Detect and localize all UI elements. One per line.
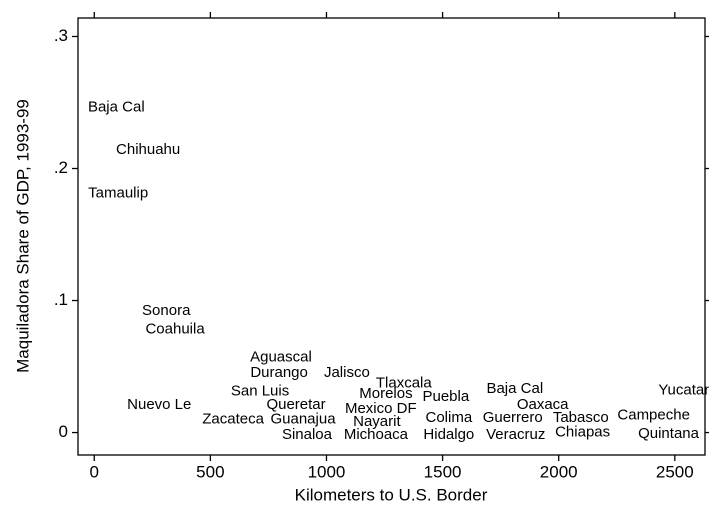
point-label: Puebla [422, 388, 469, 405]
point-label: Nuevo Le [127, 396, 191, 413]
y-tick-label: 0 [59, 422, 68, 441]
point-label: Hidalgo [423, 426, 474, 443]
point-label: Tamaulip [88, 185, 148, 202]
x-tick-label: 1000 [308, 462, 346, 481]
point-label: Tabasco [553, 409, 609, 426]
point-label: Guerrero [483, 409, 543, 426]
point-label: Zacateca [202, 410, 264, 427]
x-tick-label: 2500 [656, 462, 694, 481]
point-label: Sinaloa [282, 426, 333, 443]
x-tick-label: 2000 [540, 462, 578, 481]
point-label: Chihuahu [116, 141, 180, 158]
point-label: Michoaca [344, 426, 409, 443]
point-label: San Luis [231, 383, 289, 400]
x-axis-label: Kilometers to U.S. Border [295, 485, 488, 504]
point-label: Baja Cal [486, 380, 543, 397]
point-label: Mexico DF [345, 400, 417, 417]
y-tick-label: .3 [54, 26, 68, 45]
y-tick-label: .1 [54, 290, 68, 309]
point-label: Yucatan [658, 381, 709, 398]
point-label: Morelos [359, 385, 412, 402]
point-label: Oaxaca [517, 396, 569, 413]
x-tick-label: 0 [90, 462, 99, 481]
point-label: Chiapas [555, 424, 610, 441]
y-axis-label: Maquiladora Share of GDP, 1993-99 [13, 99, 32, 373]
x-tick-label: 1500 [424, 462, 462, 481]
plot-frame [77, 17, 706, 456]
point-label: Colima [426, 409, 473, 426]
x-tick-label: 500 [196, 462, 224, 481]
point-label: Aguascal [250, 348, 312, 365]
point-label: Jalisco [324, 364, 370, 381]
point-label: Campeche [617, 406, 690, 423]
point-label: Baja Cal [88, 99, 145, 116]
point-label: Quintana [638, 425, 700, 442]
y-tick-label: .2 [54, 158, 68, 177]
point-label: Nayarit [353, 413, 401, 430]
point-label: Guanajua [270, 410, 336, 427]
point-label: Sonora [142, 302, 191, 319]
point-label: Durango [250, 364, 308, 381]
point-label: Veracruz [486, 426, 545, 443]
point-label: Tlaxcala [376, 375, 433, 392]
point-label: Queretar [266, 396, 325, 413]
point-label: Coahuila [145, 321, 205, 338]
